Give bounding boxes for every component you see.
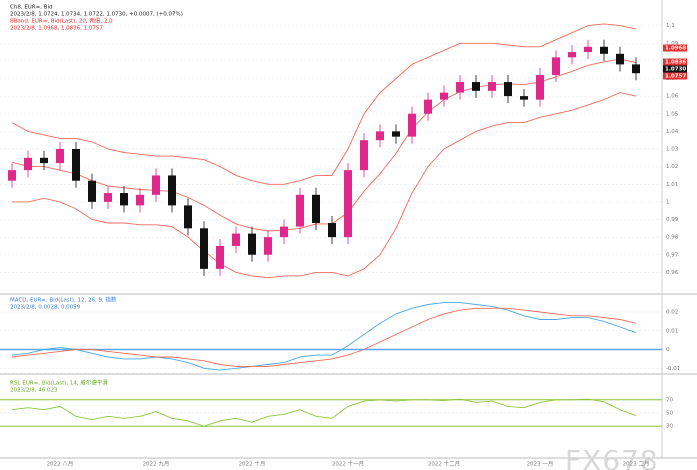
line (11, 58, 637, 232)
y-tick-label: 1.02 (666, 164, 678, 170)
line (11, 302, 637, 371)
candle-body (328, 223, 336, 238)
legend-text: BBand, EUR=, Bid(Last), 20, 两倍, 2.0 (10, 17, 113, 25)
candle-body (408, 113, 416, 137)
candle-body (264, 237, 272, 255)
legend-text: MACD, EUR=, Bid(Last), 12, 26, 9, 指数 (10, 296, 117, 304)
candle-body (40, 157, 48, 164)
x-tick-label: 2023 一月 (527, 461, 554, 468)
candle-body (24, 157, 32, 171)
candle-body (360, 140, 368, 171)
y-tick-label: 70 (666, 397, 673, 403)
candle-body (184, 205, 192, 229)
candle-body (584, 46, 592, 53)
candle-body (504, 82, 512, 97)
candle-body (248, 233, 256, 255)
candle-body (552, 57, 560, 75)
candle-body (488, 82, 496, 91)
candle-body (568, 52, 576, 58)
x-tick-label: 2022 八月 (47, 461, 74, 468)
candle-body (8, 170, 16, 181)
price-tag (663, 65, 687, 73)
x-tick-label: 2022 十二月 (428, 460, 460, 468)
candle-body (456, 82, 464, 93)
candle-body (152, 175, 160, 195)
x-tick-label: 2022 十月 (239, 460, 266, 468)
legend-text: 2023/2/8, 1.0724, 1.0734, 1.0722, 1.0730… (10, 12, 183, 18)
y-tick-label: 30 (666, 424, 673, 430)
y-tick-label: 0.98 (666, 235, 679, 241)
y-tick-label: 1.04 (666, 129, 679, 135)
y-tick-label: 1.1 (666, 23, 675, 29)
candle-body (216, 245, 224, 269)
y-tick-label: 0 (666, 347, 670, 353)
y-tick-label: 0.97 (666, 252, 679, 258)
legend-text: 2023/2/8, 46.023 (10, 388, 58, 394)
candle-body (616, 53, 624, 65)
candle-body (280, 226, 288, 238)
y-tick-label: 0.96 (666, 270, 679, 276)
candle-body (376, 131, 384, 141)
line (11, 398, 637, 427)
price-tag (663, 72, 687, 80)
candle-body (344, 170, 352, 238)
y-tick-label: 1.01 (666, 182, 678, 188)
legend-text: RSI, EUR=, Bid(Last), 14, 威尔德平滑 (10, 379, 108, 387)
y-tick-label: 1.06 (666, 94, 679, 100)
legend-text: Ch8, EUR=, Bid (10, 5, 53, 11)
candle-body (440, 92, 448, 100)
x-tick-label: 2022 十一月 (332, 460, 364, 468)
legend-text: 2023/2/8, 1.0968, 1.0836, 1.0757 (10, 26, 103, 32)
candle-body (232, 233, 240, 246)
y-tick-label: 0.01 (666, 328, 678, 334)
line (11, 23, 637, 185)
y-tick-label: 1.05 (666, 111, 679, 117)
candle-body (296, 194, 304, 227)
watermark: FX678 (565, 444, 659, 470)
y-tick-label: 0.02 (666, 310, 678, 316)
candle-body (536, 74, 544, 100)
price-tag-label: 1.0757 (665, 74, 686, 80)
y-tick-label: 1.09 (666, 41, 679, 47)
price-tag (663, 44, 687, 52)
candle-body (72, 149, 80, 181)
x-tick-label: 2022 九月 (143, 460, 170, 468)
legend-text: 2023/2/8, 0.0028, 0.0059 (10, 305, 81, 311)
y-tick-label: 0.99 (666, 217, 679, 223)
x-tick-label: 2023 二月 (623, 461, 650, 468)
price-tag-label: 1.0730 (665, 67, 686, 73)
candle-body (168, 175, 176, 206)
y-tick-label: -0.01 (666, 366, 680, 372)
candle-body (600, 46, 608, 54)
y-tick-label: 1 (666, 199, 670, 205)
candle-body (472, 82, 480, 91)
y-tick-label: 50 (666, 411, 673, 417)
y-tick-label: 1.03 (666, 147, 679, 153)
candle-body (312, 194, 320, 224)
price-tag-label: 1.0968 (665, 46, 686, 52)
candle-body (200, 228, 208, 269)
candle-body (520, 96, 528, 100)
candle-body (632, 64, 640, 74)
candle-body (120, 193, 128, 206)
candle-body (392, 131, 400, 137)
price-tag (663, 58, 687, 66)
line (11, 307, 637, 367)
candle-body (88, 180, 96, 202)
candle-body (56, 149, 64, 164)
candle-body (424, 99, 432, 114)
line (12, 92, 637, 279)
candle-body (104, 193, 112, 202)
candle-body (136, 194, 144, 206)
price-tag-label: 1.0836 (665, 60, 686, 66)
